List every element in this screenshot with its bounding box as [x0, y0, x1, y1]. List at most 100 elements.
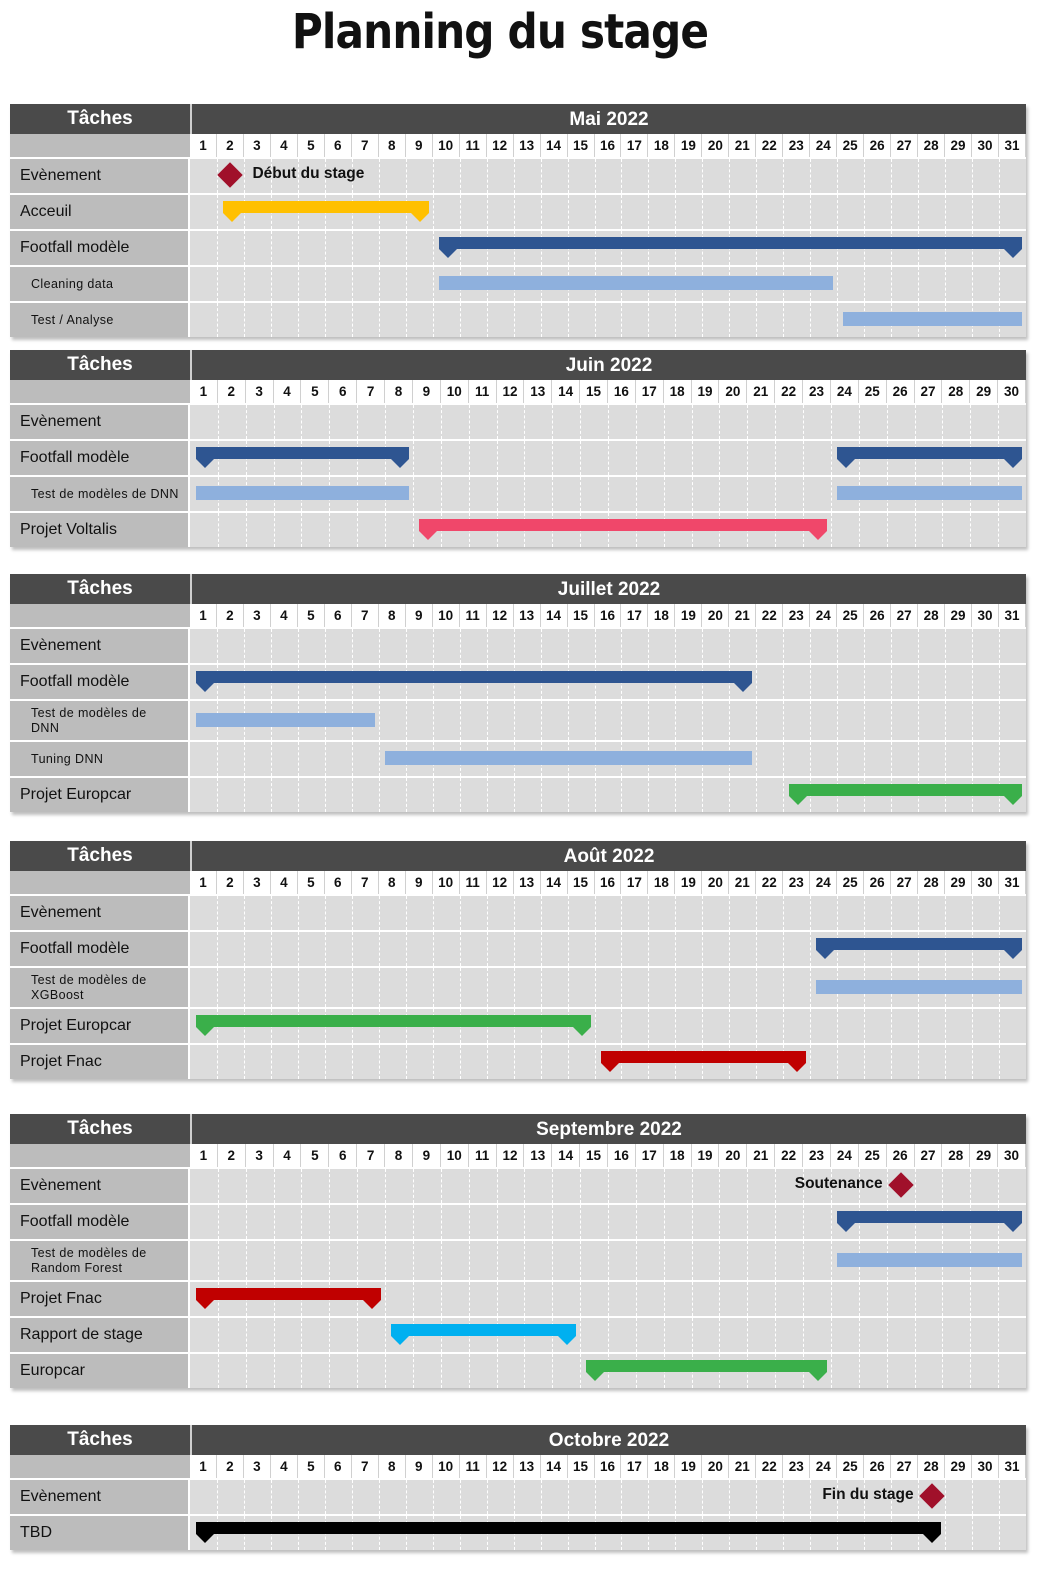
summary-bar[interactable]: [391, 1324, 577, 1336]
summary-bar[interactable]: [196, 447, 409, 459]
day-gridline: [513, 629, 515, 663]
day-gridline: [486, 1045, 488, 1079]
day-number: 2: [216, 134, 244, 157]
day-gridline: [891, 1009, 893, 1043]
day-gridline: [998, 1318, 1000, 1352]
day-gridline: [729, 896, 731, 930]
task-label-text: TBD: [20, 1524, 52, 1541]
day-number: 15: [567, 1455, 595, 1478]
day-gridline: [270, 778, 272, 812]
day-row-label-cell: [10, 604, 190, 627]
day-gridline: [918, 896, 920, 930]
day-gridline: [783, 303, 785, 337]
day-gridline: [270, 932, 272, 966]
day-gridline: [486, 629, 488, 663]
day-gridline: [270, 629, 272, 663]
day-number: 25: [837, 604, 865, 627]
day-number: 30: [972, 134, 1000, 157]
bar-end-notch: [418, 531, 437, 540]
day-gridline: [524, 1169, 526, 1203]
day-number: 19: [675, 604, 703, 627]
day-gridline: [942, 1318, 944, 1352]
summary-bar[interactable]: [196, 671, 753, 683]
day-gridline: [216, 159, 218, 193]
summary-bar[interactable]: [836, 1211, 1022, 1223]
day-number: 29: [970, 1144, 999, 1167]
day-gridline: [702, 1480, 704, 1514]
day-gridline: [297, 742, 299, 776]
day-gridline: [914, 405, 916, 439]
day-gridline: [719, 1241, 721, 1280]
day-gridline: [486, 303, 488, 337]
day-gridline: [440, 441, 442, 475]
summary-bar[interactable]: [222, 201, 429, 213]
day-number: 29: [945, 604, 973, 627]
day-gridline: [405, 778, 407, 812]
task-bar[interactable]: [438, 276, 834, 290]
summary-bar[interactable]: [816, 938, 1022, 950]
month-header: Octobre 2022: [190, 1425, 1026, 1455]
day-number: 4: [270, 1455, 298, 1478]
bar-end-notch: [1004, 1223, 1022, 1232]
day-number: 1: [190, 604, 217, 627]
day-gridline: [998, 1354, 1000, 1388]
day-number: 27: [891, 604, 919, 627]
day-gridline: [513, 1480, 515, 1514]
day-gridline: [608, 405, 609, 439]
summary-bar[interactable]: [789, 784, 1022, 796]
task-bar[interactable]: [843, 312, 1022, 326]
task-bar[interactable]: [196, 712, 375, 727]
day-gridline: [972, 267, 974, 301]
task-label-text: Tuning DNN: [31, 751, 104, 766]
summary-bar[interactable]: [836, 447, 1022, 459]
day-gridline: [378, 742, 380, 776]
day-number: 4: [270, 134, 298, 157]
day-gridline: [273, 1205, 275, 1239]
day-number: 19: [675, 1455, 703, 1478]
summary-bar[interactable]: [600, 1051, 807, 1063]
day-gridline: [945, 1009, 947, 1043]
day-number: 13: [513, 604, 541, 627]
task-bar[interactable]: [816, 979, 1022, 994]
day-gridline: [385, 1318, 387, 1352]
day-gridline: [864, 742, 866, 776]
day-gridline: [999, 742, 1001, 776]
day-gridline: [675, 195, 677, 229]
summary-bar[interactable]: [196, 1522, 942, 1534]
day-gridline: [945, 701, 947, 740]
task-label: Evènement: [10, 1167, 188, 1203]
day-number: 18: [663, 380, 692, 403]
day-gridline: [273, 405, 275, 439]
day-gridline: [580, 405, 582, 439]
day-number: 14: [540, 1455, 568, 1478]
task-label: Rapport de stage: [10, 1316, 188, 1352]
day-gridline: [675, 1480, 677, 1514]
task-label: Footfall modèle: [10, 1203, 188, 1239]
summary-bar[interactable]: [196, 1015, 591, 1027]
day-number: 22: [775, 1144, 804, 1167]
day-gridline: [803, 1241, 805, 1280]
summary-bar[interactable]: [438, 237, 1022, 249]
day-gridline: [594, 1480, 596, 1514]
task-bar[interactable]: [836, 486, 1022, 500]
summary-bar[interactable]: [418, 519, 827, 531]
day-gridline: [412, 477, 414, 511]
summary-bar[interactable]: [196, 1288, 382, 1300]
summary-bar[interactable]: [586, 1360, 827, 1372]
day-number: 17: [621, 1455, 649, 1478]
day-number: 23: [803, 380, 831, 403]
day-gridline: [245, 513, 247, 547]
task-bar[interactable]: [836, 1252, 1022, 1267]
day-gridline: [783, 968, 785, 1007]
day-gridline: [648, 1009, 650, 1043]
day-gridline: [675, 629, 677, 663]
day-gridline: [432, 159, 434, 193]
day-number: 30: [998, 380, 1026, 403]
day-gridline: [273, 1318, 275, 1352]
day-gridline: [273, 1169, 275, 1203]
task-bar[interactable]: [384, 751, 753, 765]
day-gridline: [552, 1282, 554, 1316]
day-gridline: [540, 932, 542, 966]
day-number: 5: [301, 1144, 330, 1167]
task-bar[interactable]: [196, 486, 409, 500]
